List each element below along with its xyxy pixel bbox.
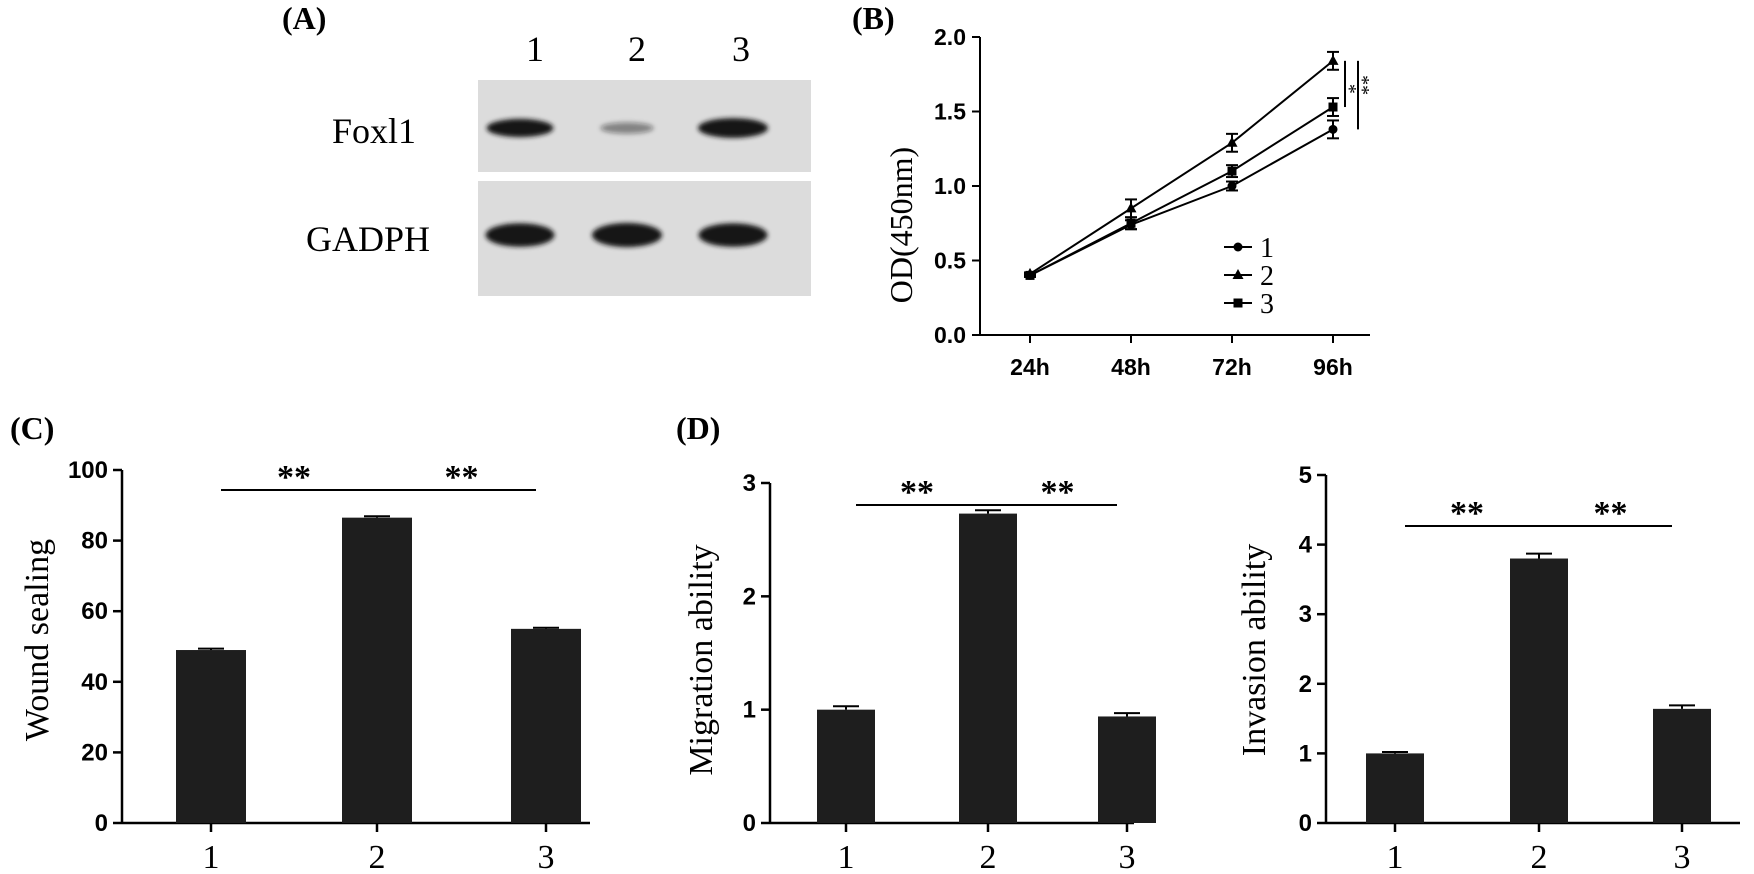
chart-d-invasion-y-tick-label: 2 [1299,671,1312,698]
blot-band-gadph-lane-2 [592,222,662,248]
chart-d-invasion-y-axis-label: Invasion ability [1236,544,1273,756]
blot-band-foxl1-lane-3 [698,118,768,138]
chart-c-sig-label-2: ** [445,459,479,496]
panel-label-d: (D) [676,410,721,446]
chart-c-bar-3 [511,628,581,823]
chart-b-point-series-3 [1227,166,1237,176]
chart-b-sig-label-1: * [1338,84,1360,94]
chart-d-invasion-x-tick-label: 1 [1387,839,1404,874]
chart-b-series-line-2 [1029,60,1334,275]
blot-row-label-foxl1: Foxl1 [332,111,417,151]
chart-d-migration-sig-label-1: ** [900,474,934,511]
chart-b-y-tick-label: 0.0 [934,322,966,348]
blot-lane-label-3: 3 [732,29,750,69]
chart-d-invasion-x-tick-label: 2 [1531,839,1548,874]
blot-row-label-gadph: GADPH [306,219,431,259]
chart-d-invasion-bar-1 [1366,753,1424,823]
chart-b-point-series-2 [1125,202,1137,213]
panel-label-a: (A) [282,0,327,36]
chart-b-point-series-2 [1226,136,1238,147]
chart-b-series-line-3 [1029,106,1334,277]
chart-b-y-tick-label: 1.5 [934,99,966,125]
chart-d-migration-sig-label-2: ** [1041,474,1075,511]
chart-b-sig-label-2: ** [1351,75,1373,95]
blot-lane-label-2: 2 [628,29,646,69]
chart-b-point-series-3 [1328,102,1338,112]
chart-b-x-tick-label: 48h [1111,354,1151,380]
chart-d-invasion-bar-2 [1510,558,1568,823]
blot-band-foxl1-lane-2 [600,122,654,134]
chart-d-migration-x-tick-label: 2 [980,839,997,874]
chart-b-point-series-1 [1227,181,1237,191]
chart-d-migration-bar-3 [1098,716,1156,823]
blot-lane-label-1: 1 [526,29,544,69]
chart-c-x-tick-label: 2 [369,839,386,874]
chart-c-y-tick-label: 80 [81,528,108,555]
chart-d-migration-y-axis-label: Migration ability [683,544,720,775]
chart-b-x-tick-label: 24h [1010,354,1050,380]
chart-d-migration-y-tick-label: 2 [743,583,756,610]
chart-d-migration-y-tick-label: 3 [743,470,756,497]
chart-b-x-tick-label: 72h [1212,354,1252,380]
chart-c-bar-2 [342,517,412,823]
chart-d-invasion-x-tick-label: 3 [1674,839,1691,874]
chart-d-migration-bar-1 [817,709,875,823]
blot-band-foxl1-lane-1 [486,118,554,138]
chart-b-legend-label-2: 2 [1260,261,1274,292]
chart-b-point-series-2 [1327,54,1339,65]
chart-d-migration-x-tick-label: 1 [838,839,855,874]
chart-b-y-tick-label: 2.0 [934,24,966,50]
chart-b-legend-marker-1 [1233,242,1243,252]
chart-d-invasion-bar-3 [1653,708,1711,823]
chart-d-invasion-y-tick-label: 3 [1299,601,1312,628]
chart-b-x-tick-label: 96h [1313,354,1353,380]
chart-b-point-series-3 [1025,270,1035,280]
chart-d-invasion-sig-label-2: ** [1594,495,1628,532]
chart-c-y-tick-label: 40 [81,669,108,696]
chart-d-invasion-y-tick-label: 0 [1299,810,1312,837]
chart-b-legend-marker-2 [1232,269,1244,279]
chart-c-sig-label-1: ** [277,459,311,496]
chart-c-y-tick-label: 100 [68,457,108,484]
chart-d-invasion-y-tick-label: 5 [1299,462,1312,489]
chart-b-y-axis-label: OD(450nm) [883,147,919,303]
chart-c-bar-1 [176,650,246,823]
chart-d-migration-x-tick-label: 3 [1119,839,1136,874]
blot-band-gadph-lane-1 [485,223,555,247]
chart-c-y-tick-label: 60 [81,598,108,625]
panel-label-c: (C) [10,410,55,446]
chart-b-legend-marker-3 [1233,298,1243,308]
chart-c-y-axis-label: Wound sealing [19,539,56,741]
chart-b-legend-label-1: 1 [1260,233,1274,264]
chart-d-migration-y-tick-label: 1 [743,697,756,724]
chart-c-y-tick-label: 20 [81,739,108,766]
chart-b-legend-label-3: 3 [1260,289,1274,320]
chart-d-invasion-y-tick-label: 1 [1299,740,1312,767]
chart-c-x-tick-label: 1 [203,839,220,874]
chart-d-migration-y-tick-label: 0 [743,810,756,837]
panel-label-b: (B) [852,0,895,36]
blot-band-gadph-lane-3 [698,223,768,247]
chart-d-migration-bar-2 [959,513,1017,823]
chart-b-point-series-1 [1328,124,1338,134]
chart-c-x-tick-label: 3 [538,839,555,874]
chart-b-point-series-3 [1126,218,1136,228]
chart-b-y-tick-label: 0.5 [934,248,966,274]
chart-b-y-tick-label: 1.0 [934,173,966,199]
chart-d-invasion-y-tick-label: 4 [1299,532,1313,559]
chart-d-invasion-sig-label-1: ** [1450,495,1484,532]
chart-c-y-tick-label: 0 [95,810,108,837]
